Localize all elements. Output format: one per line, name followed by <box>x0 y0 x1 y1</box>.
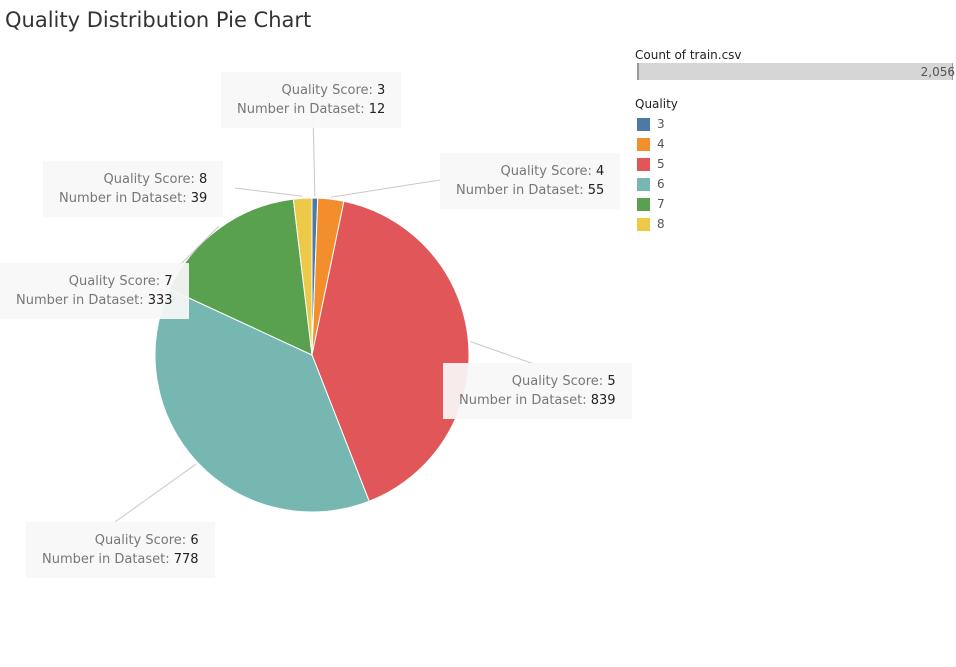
callout-score-line: Quality Score: 3 <box>237 81 386 100</box>
legend-label: 7 <box>657 197 665 211</box>
legend-label: 8 <box>657 217 665 231</box>
callout-score-key: Quality Score: <box>68 274 165 289</box>
callout-count-key: Number in Dataset: <box>16 293 148 308</box>
callout-score-line: Quality Score: 6 <box>42 531 199 550</box>
legend-item-8[interactable]: 8 <box>637 214 665 234</box>
legend-swatch <box>637 157 650 171</box>
callout-score-value: 3 <box>377 83 386 98</box>
callout-count-value: 12 <box>368 102 386 117</box>
callout-score-value: 7 <box>164 274 173 289</box>
legend-item-7[interactable]: 7 <box>637 194 665 214</box>
callout-count-line: Number in Dataset: 333 <box>16 291 173 310</box>
callout-score-key: Quality Score: <box>103 172 200 187</box>
legend: 3 4 5 6 7 8 <box>637 114 665 234</box>
count-value: 2,056 <box>920 65 955 79</box>
count-title: Count of train.csv <box>635 48 742 62</box>
callout-count-value: 333 <box>147 293 173 308</box>
legend-swatch <box>637 197 650 211</box>
legend-swatch <box>637 137 650 151</box>
callout-count-key: Number in Dataset: <box>42 552 174 567</box>
pie-slice-5[interactable] <box>311 200 470 502</box>
legend-item-6[interactable]: 6 <box>637 174 665 194</box>
legend-label: 6 <box>657 177 665 191</box>
legend-item-5[interactable]: 5 <box>637 154 665 174</box>
legend-swatch <box>637 117 650 131</box>
callout-count-line: Number in Dataset: 778 <box>42 550 199 569</box>
callout-score-value: 6 <box>190 533 199 548</box>
leader-line-8 <box>234 187 303 197</box>
legend-label: 5 <box>657 157 665 171</box>
callout-4: Quality Score: 4 Number in Dataset: 55 <box>440 153 621 209</box>
leader-line-5 <box>470 341 535 365</box>
legend-label: 4 <box>657 137 665 151</box>
callout-count-value: 778 <box>173 552 199 567</box>
legend-item-4[interactable]: 4 <box>637 134 665 154</box>
legend-item-3[interactable]: 3 <box>637 114 665 134</box>
callout-count-key: Number in Dataset: <box>59 191 191 206</box>
callout-score-key: Quality Score: <box>281 83 378 98</box>
callout-8: Quality Score: 8 Number in Dataset: 39 <box>43 161 224 217</box>
callout-score-value: 8 <box>199 172 208 187</box>
callout-7: Quality Score: 7 Number in Dataset: 333 <box>0 263 189 319</box>
callout-count-value: 39 <box>190 191 208 206</box>
callout-score-line: Quality Score: 4 <box>456 162 605 181</box>
callout-score-line: Quality Score: 7 <box>16 272 173 291</box>
legend-swatch <box>637 177 650 191</box>
legend-title: Quality <box>635 97 678 111</box>
callout-score-value: 4 <box>596 164 605 179</box>
callout-5: Quality Score: 5 Number in Dataset: 839 <box>443 363 632 419</box>
callout-score-line: Quality Score: 5 <box>459 372 616 391</box>
leader-line-3 <box>312 114 316 197</box>
pie-slice-6[interactable] <box>154 288 370 513</box>
pie-slice-8[interactable] <box>292 197 313 356</box>
callout-score-value: 5 <box>607 374 616 389</box>
legend-label: 3 <box>657 117 665 131</box>
callout-score-key: Quality Score: <box>500 164 597 179</box>
leader-line-6 <box>114 463 197 523</box>
callout-count-key: Number in Dataset: <box>459 393 591 408</box>
callout-count-key: Number in Dataset: <box>237 102 369 117</box>
count-bar-tick <box>952 63 953 80</box>
callout-count-line: Number in Dataset: 39 <box>59 189 207 208</box>
count-bar[interactable]: 2,056 <box>637 63 955 80</box>
callout-count-value: 839 <box>590 393 616 408</box>
callout-count-line: Number in Dataset: 839 <box>459 391 616 410</box>
legend-swatch <box>637 217 650 231</box>
callout-score-key: Quality Score: <box>511 374 608 389</box>
callout-count-line: Number in Dataset: 55 <box>456 181 604 200</box>
leader-line-4 <box>331 179 441 198</box>
callout-count-key: Number in Dataset: <box>456 183 588 198</box>
callout-score-line: Quality Score: 8 <box>59 170 208 189</box>
callout-6: Quality Score: 6 Number in Dataset: 778 <box>26 522 215 578</box>
callout-score-key: Quality Score: <box>94 533 191 548</box>
callout-count-line: Number in Dataset: 12 <box>237 100 385 119</box>
callout-count-value: 55 <box>587 183 605 198</box>
callout-3: Quality Score: 3 Number in Dataset: 12 <box>221 72 402 128</box>
chart-title: Quality Distribution Pie Chart <box>5 8 312 32</box>
